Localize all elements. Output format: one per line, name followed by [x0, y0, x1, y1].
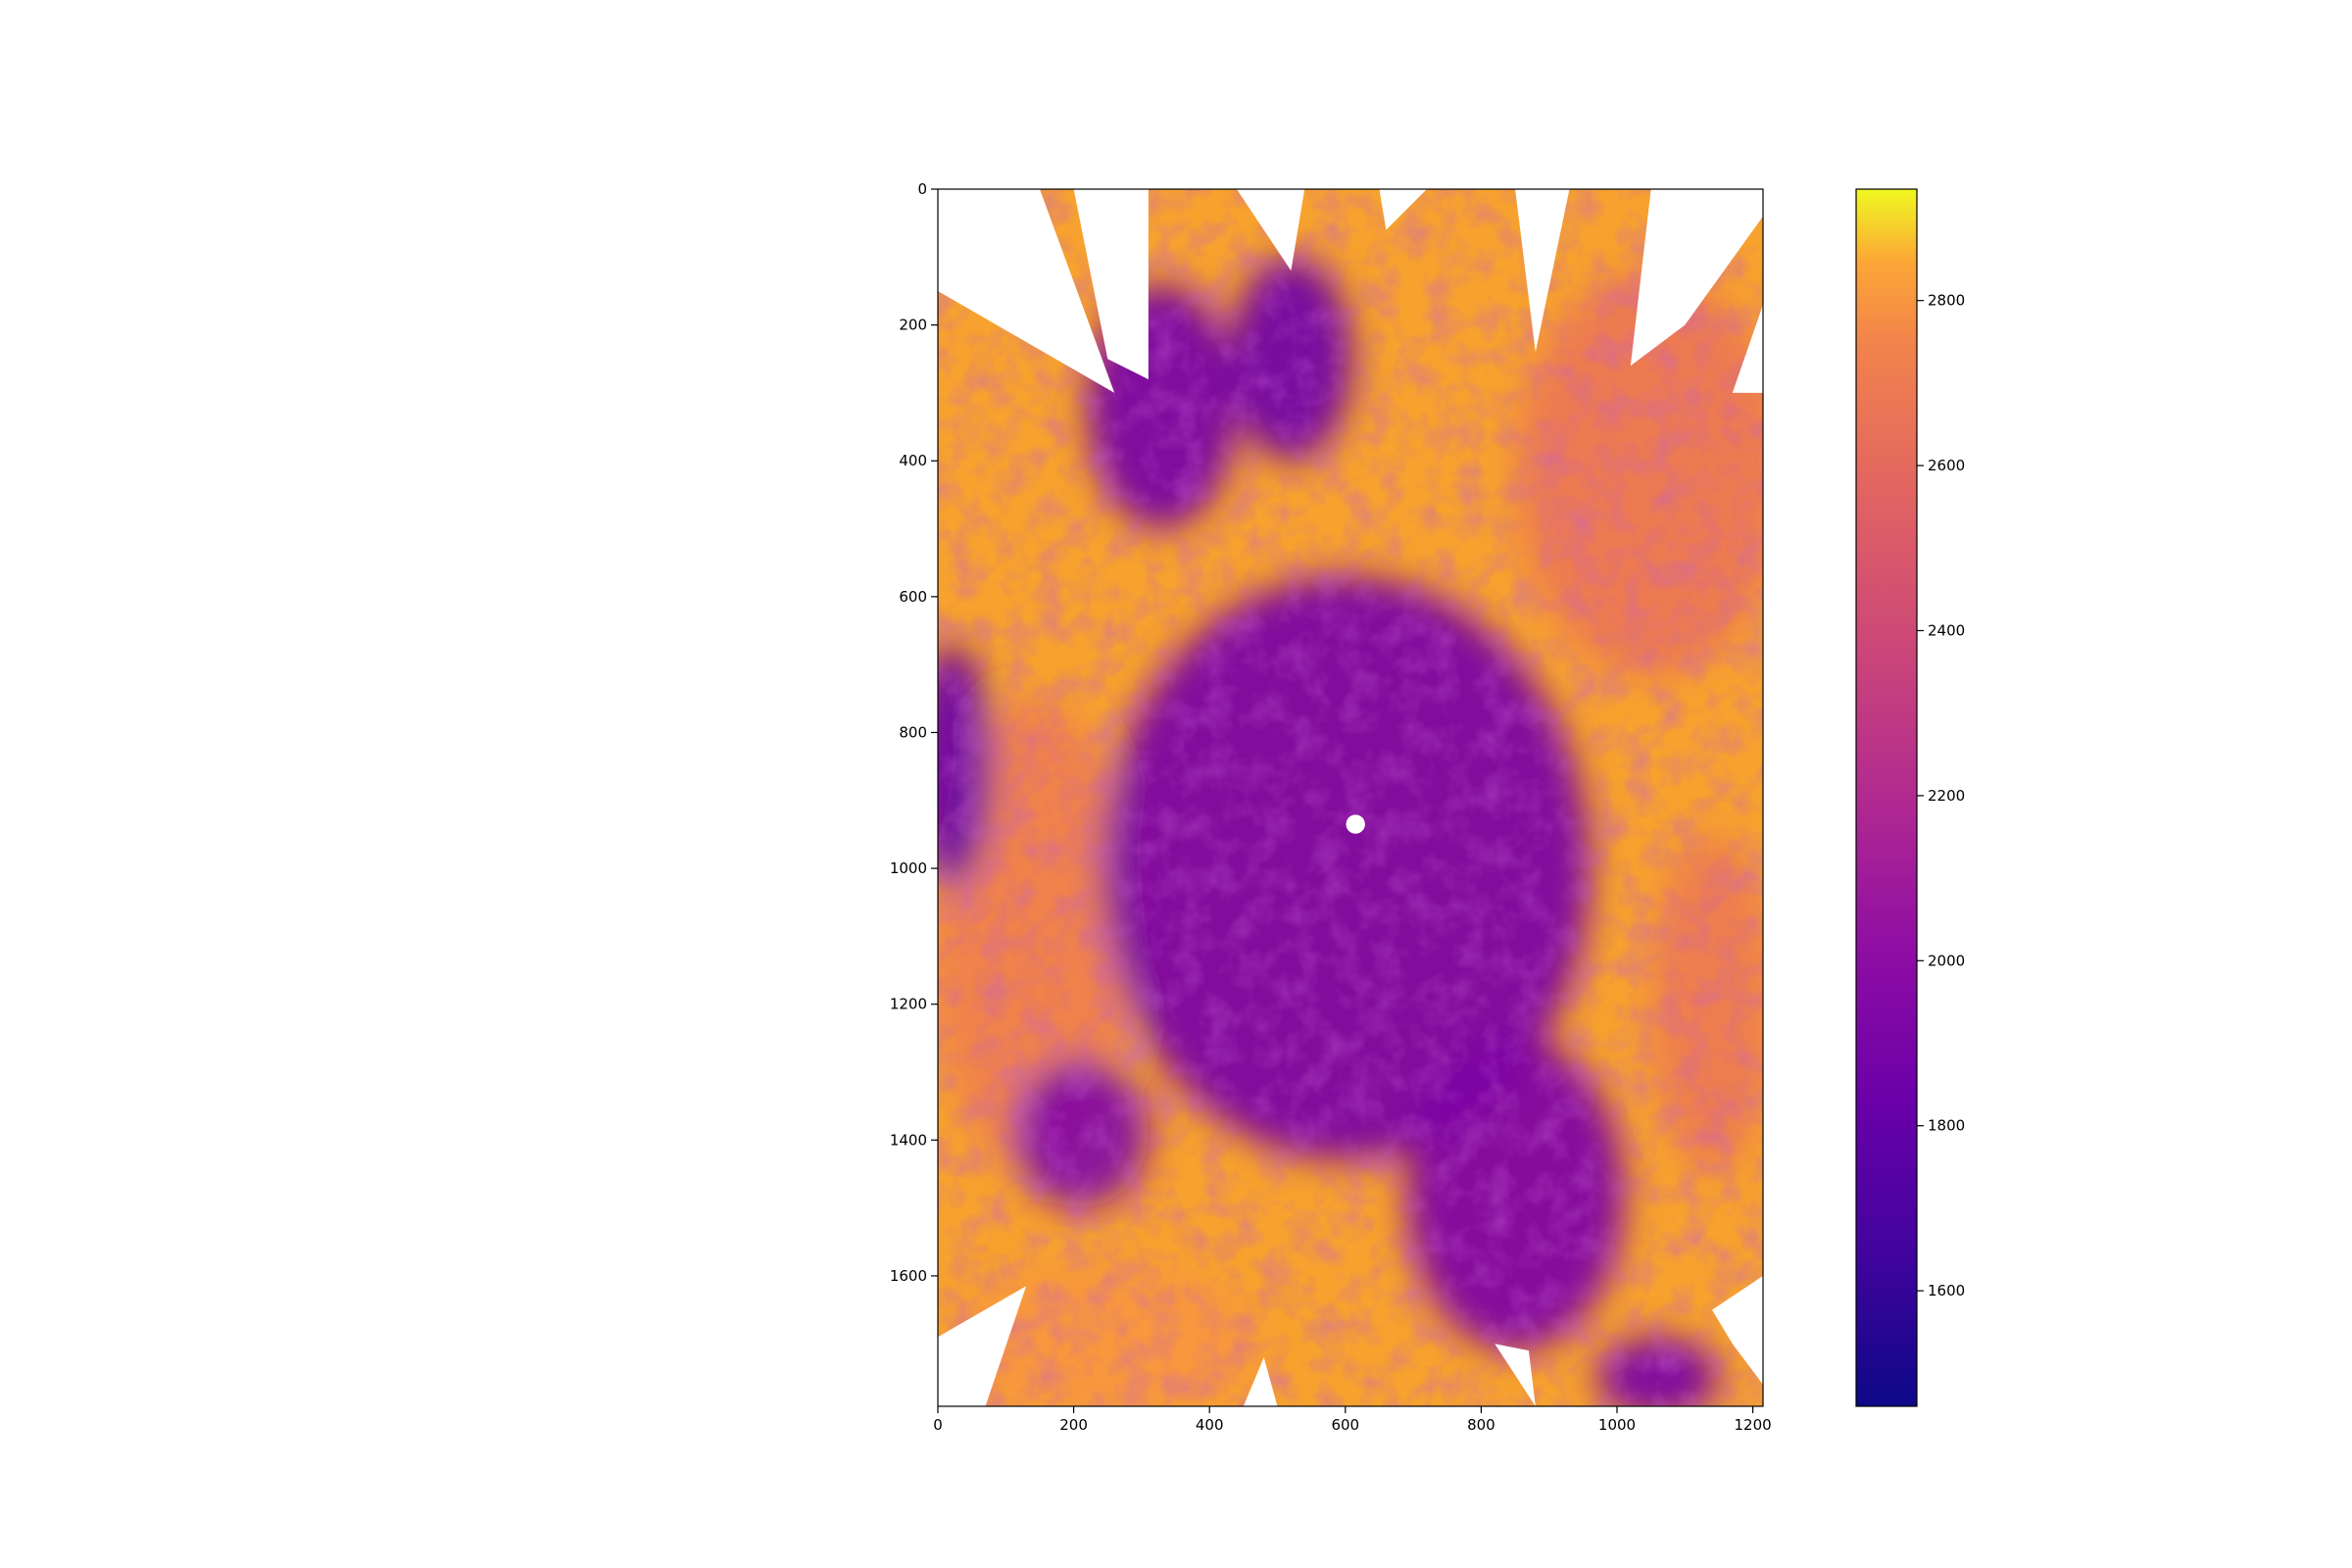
no-data-gap: [938, 1286, 1027, 1406]
no-data-gap: [1243, 1357, 1278, 1406]
heatmap-texture: [938, 189, 1763, 1406]
y-tick-label: 200: [899, 317, 927, 334]
colorbar-tick-label: 1600: [1928, 1282, 1965, 1299]
no-data-gap: [1379, 189, 1427, 230]
no-data-gap: [1732, 304, 1763, 393]
no-data-gap: [1712, 1275, 1763, 1385]
heatmap-frame: [937, 188, 1764, 1407]
colorbar: 1600 1800 2000 2200 2400 2600 2800: [1855, 188, 1965, 1407]
no-data-gap: [1073, 189, 1149, 380]
x-tick-label: 800: [1467, 1416, 1495, 1434]
x-tick-label: 0: [933, 1416, 943, 1434]
y-tick-label: 1400: [890, 1131, 927, 1149]
colorbar-tick-label: 2600: [1928, 457, 1965, 474]
y-tick-label: 400: [899, 452, 927, 469]
y-tick-label: 1600: [890, 1267, 927, 1285]
y-tick-label: 0: [917, 180, 927, 198]
x-tick-label: 200: [1059, 1416, 1088, 1434]
colorbar-axis: 1600 1800 2000 2200 2400 2600 2800: [1917, 292, 1965, 1299]
colorbar-frame: [1855, 188, 1918, 1407]
y-tick-label: 1000: [890, 859, 927, 877]
colorbar-tick-label: 2000: [1928, 952, 1965, 969]
no-data-mask: [938, 189, 1763, 1406]
colorbar-tick-label: 2800: [1928, 292, 1965, 310]
y-tick-label: 1200: [890, 996, 927, 1013]
colorbar-tick-label: 2400: [1928, 621, 1965, 639]
no-data-gap: [1630, 189, 1763, 367]
x-tick-label: 600: [1331, 1416, 1359, 1434]
no-data-gap: [1236, 189, 1305, 271]
no-data-hole: [1346, 814, 1365, 834]
colorbar-gradient: [1856, 189, 1917, 1406]
y-tick-label: 600: [899, 588, 927, 606]
no-data-gap: [938, 189, 1115, 393]
heatmap-axes: 0 200 400 600 800 1000 1200 0 200 400 600 800 1000 1…: [890, 180, 1772, 1434]
x-tick-label: 1000: [1598, 1416, 1636, 1434]
colorbar-tick-label: 1800: [1928, 1117, 1965, 1135]
x-axis: 0 200 400 600 800 1000 1200: [933, 1406, 1772, 1434]
x-tick-label: 400: [1196, 1416, 1224, 1434]
y-tick-label: 800: [899, 723, 927, 741]
no-data-gap: [1515, 189, 1570, 353]
x-tick-label: 1200: [1735, 1416, 1772, 1434]
y-axis: 0 200 400 600 800 1000 1200 1400 1600: [890, 180, 938, 1285]
no-data-gap: [1494, 1344, 1536, 1406]
colorbar-tick-label: 2200: [1928, 787, 1965, 805]
